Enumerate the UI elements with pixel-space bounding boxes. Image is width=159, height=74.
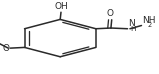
Text: H: H (130, 26, 136, 32)
Text: OH: OH (54, 2, 68, 11)
Text: N: N (128, 19, 135, 28)
Text: O: O (107, 9, 114, 18)
Text: O: O (2, 44, 9, 53)
Text: 2: 2 (148, 22, 152, 28)
Text: NH: NH (142, 16, 155, 25)
